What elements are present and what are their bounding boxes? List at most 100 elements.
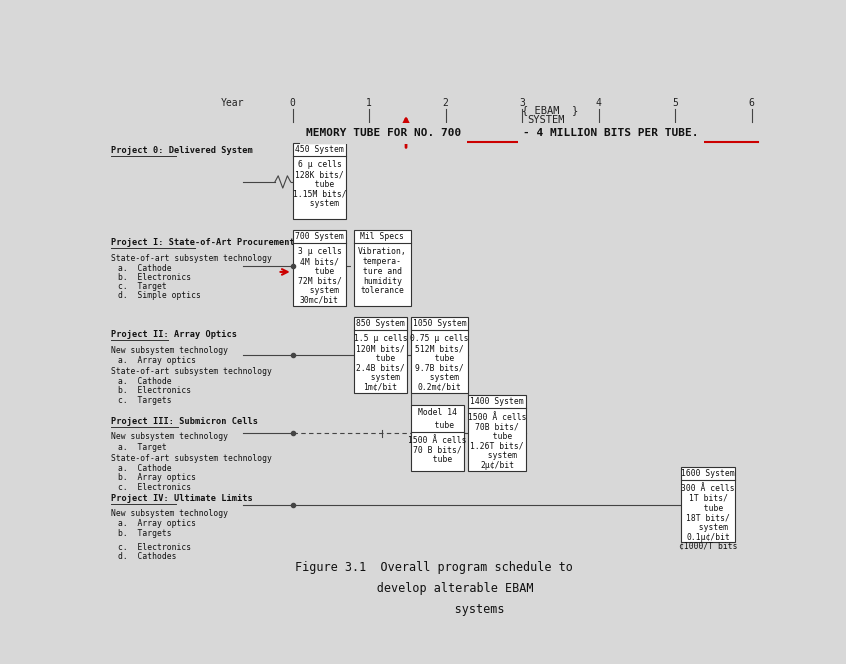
Text: { EBAM  }: { EBAM }: [522, 106, 579, 116]
Text: Model 14: Model 14: [418, 408, 457, 416]
Text: c.  Target: c. Target: [118, 282, 167, 291]
Text: a.  Cathode: a. Cathode: [118, 464, 171, 473]
Text: 0.75 μ cells: 0.75 μ cells: [410, 334, 469, 343]
Text: MEMORY TUBE FOR NO. 700: MEMORY TUBE FOR NO. 700: [305, 128, 461, 138]
Text: 300 Å cells: 300 Å cells: [682, 484, 735, 493]
Text: 1: 1: [366, 98, 372, 108]
Text: b.  Array optics: b. Array optics: [118, 473, 195, 482]
Text: system: system: [420, 373, 459, 382]
Text: 70 B bits/: 70 B bits/: [413, 446, 462, 455]
Text: State-of-art subsystem technology: State-of-art subsystem technology: [111, 367, 272, 376]
Text: 3 μ cells: 3 μ cells: [298, 248, 342, 256]
Text: 2μ¢/bit: 2μ¢/bit: [481, 461, 514, 470]
Text: ¢1000/T bits: ¢1000/T bits: [679, 542, 738, 551]
Text: New subsystem technology: New subsystem technology: [111, 345, 228, 355]
Text: a.  Array optics: a. Array optics: [118, 519, 195, 529]
Text: d.  Simple optics: d. Simple optics: [118, 291, 201, 300]
Text: 450 System: 450 System: [295, 145, 343, 154]
Text: Mil Specs: Mil Specs: [360, 232, 404, 241]
Text: Project 0: Delivered System: Project 0: Delivered System: [111, 146, 253, 155]
FancyBboxPatch shape: [681, 467, 735, 542]
Text: 1.26T bits/: 1.26T bits/: [470, 442, 524, 451]
Text: 0: 0: [289, 98, 295, 108]
Text: b.  Electronics: b. Electronics: [118, 273, 190, 282]
Text: 1T bits/: 1T bits/: [689, 494, 728, 503]
Text: Year: Year: [221, 98, 244, 108]
Text: 1500 Å cells: 1500 Å cells: [409, 436, 467, 445]
Text: 18T bits/: 18T bits/: [686, 513, 730, 523]
Text: humidity: humidity: [363, 276, 402, 286]
FancyBboxPatch shape: [469, 395, 526, 471]
Text: 1.15M bits/: 1.15M bits/: [293, 190, 346, 199]
Text: SYSTEM: SYSTEM: [527, 115, 565, 125]
Text: ture and: ture and: [363, 267, 402, 276]
Text: c.  Electronics: c. Electronics: [118, 483, 190, 491]
Text: a.  Cathode: a. Cathode: [118, 377, 171, 386]
Text: tube: tube: [305, 180, 334, 189]
Text: 1500 Å cells: 1500 Å cells: [468, 412, 526, 422]
Text: 4M bits/: 4M bits/: [300, 257, 339, 266]
Text: 1.5 μ cells: 1.5 μ cells: [354, 334, 407, 343]
Text: 1m¢/bit: 1m¢/bit: [364, 383, 398, 392]
FancyBboxPatch shape: [293, 230, 346, 305]
Text: 1600 System: 1600 System: [682, 469, 735, 478]
Text: 6: 6: [749, 98, 755, 108]
Text: tube: tube: [423, 456, 452, 465]
Text: system: system: [300, 199, 339, 208]
Text: 9.7B bits/: 9.7B bits/: [415, 363, 464, 373]
Text: 4: 4: [596, 98, 602, 108]
Text: c.  Electronics: c. Electronics: [118, 543, 190, 552]
Text: 70B bits/: 70B bits/: [475, 422, 519, 431]
FancyBboxPatch shape: [293, 143, 346, 218]
Text: a.  Cathode: a. Cathode: [118, 264, 171, 273]
Text: system: system: [478, 452, 517, 460]
Text: Project IV: Ultimate Limits: Project IV: Ultimate Limits: [111, 494, 253, 503]
Text: 2: 2: [442, 98, 448, 108]
Text: 850 System: 850 System: [356, 319, 405, 328]
Text: tolerance: tolerance: [360, 286, 404, 295]
Text: 512M bits/: 512M bits/: [415, 344, 464, 353]
Text: Project III: Submicron Cells: Project III: Submicron Cells: [111, 417, 258, 426]
Text: - 4 MILLION BITS PER TUBE.: - 4 MILLION BITS PER TUBE.: [524, 128, 699, 138]
Text: State-of-art subsystem technology: State-of-art subsystem technology: [111, 454, 272, 463]
FancyBboxPatch shape: [354, 230, 411, 305]
Text: tempera-: tempera-: [363, 257, 402, 266]
Text: 5: 5: [672, 98, 678, 108]
Text: 30mc/bit: 30mc/bit: [300, 296, 339, 305]
Text: c.  Targets: c. Targets: [118, 396, 171, 404]
FancyBboxPatch shape: [410, 317, 469, 392]
Text: Project I: State-of-Art Procurement: Project I: State-of-Art Procurement: [111, 238, 294, 247]
Text: tube: tube: [425, 354, 454, 363]
Text: New subsystem technology: New subsystem technology: [111, 432, 228, 442]
Text: tube: tube: [305, 267, 334, 276]
Text: New subsystem technology: New subsystem technology: [111, 509, 228, 518]
Text: a.  Target: a. Target: [118, 443, 167, 452]
Text: system: system: [361, 373, 400, 382]
Text: 1050 System: 1050 System: [413, 319, 466, 328]
Text: 1400 System: 1400 System: [470, 397, 524, 406]
Text: d.  Cathodes: d. Cathodes: [118, 552, 176, 561]
Text: tube: tube: [482, 432, 512, 441]
Text: 6 μ cells: 6 μ cells: [298, 161, 342, 169]
Text: State-of-art subsystem technology: State-of-art subsystem technology: [111, 254, 272, 262]
Text: 0.2m¢/bit: 0.2m¢/bit: [418, 383, 461, 392]
FancyBboxPatch shape: [410, 405, 464, 471]
FancyBboxPatch shape: [354, 317, 407, 392]
Text: 128K bits/: 128K bits/: [295, 170, 343, 179]
Text: tube: tube: [420, 421, 454, 430]
Text: tube: tube: [694, 503, 723, 513]
Text: Vibration,: Vibration,: [358, 248, 407, 256]
Text: 700 System: 700 System: [295, 232, 343, 241]
Text: system: system: [689, 523, 728, 532]
Text: b.  Electronics: b. Electronics: [118, 386, 190, 396]
Text: b.  Targets: b. Targets: [118, 529, 171, 538]
Text: 2.4B bits/: 2.4B bits/: [356, 363, 405, 373]
Text: system: system: [300, 286, 339, 295]
Text: a.  Array optics: a. Array optics: [118, 356, 195, 365]
Text: Project II: Array Optics: Project II: Array Optics: [111, 330, 237, 339]
Text: 0.1μ¢/bit: 0.1μ¢/bit: [686, 533, 730, 542]
Text: 3: 3: [519, 98, 525, 108]
Text: 72M bits/: 72M bits/: [298, 276, 342, 286]
Text: tube: tube: [365, 354, 395, 363]
Text: 120M bits/: 120M bits/: [356, 344, 405, 353]
